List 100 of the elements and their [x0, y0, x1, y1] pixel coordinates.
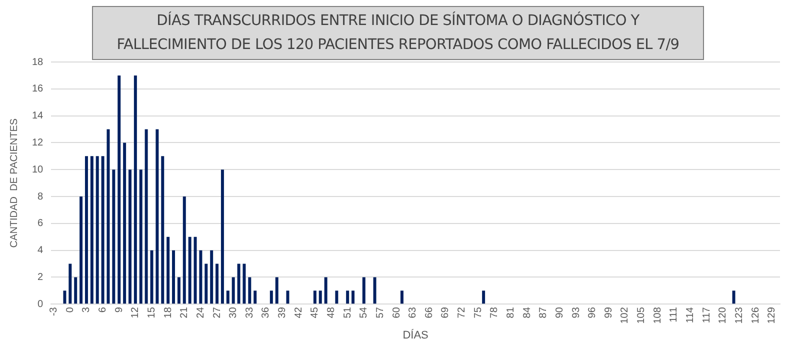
x-tick-label: 36	[260, 306, 272, 318]
bar	[144, 129, 148, 304]
bar	[318, 290, 322, 304]
bar	[134, 75, 137, 304]
y-tick-label: 6	[38, 218, 44, 230]
y-tick-label: 16	[32, 84, 44, 95]
bar	[286, 290, 290, 304]
bar	[106, 129, 110, 304]
x-tick-label: 105	[636, 306, 648, 324]
bar	[161, 156, 164, 304]
x-tick-label: 114	[685, 306, 696, 324]
x-tick-label: 0	[64, 306, 76, 313]
bar	[172, 250, 176, 304]
bar	[139, 170, 142, 304]
y-axis-title: CANTIDAD DE PACIENTES	[8, 118, 20, 248]
x-tick-label: 111	[668, 306, 680, 322]
x-tick-label: 78	[489, 306, 500, 318]
bar	[166, 236, 170, 304]
x-tick-label: 18	[162, 306, 174, 318]
x-axis-title: DÍAS	[402, 328, 428, 342]
bar	[210, 250, 214, 304]
bar	[242, 264, 246, 304]
bar	[220, 170, 224, 304]
y-tick-label: 8	[38, 191, 44, 202]
bar	[177, 277, 180, 304]
x-tick-label: 123	[734, 306, 745, 324]
x-tick-label: 30	[228, 306, 240, 318]
bar	[482, 290, 486, 304]
x-tick-label: 87	[538, 306, 550, 318]
bar	[101, 156, 104, 304]
x-tick-label: 6	[98, 306, 109, 313]
bar	[248, 277, 252, 304]
bar	[128, 170, 132, 304]
bar	[275, 277, 278, 304]
x-tick-label: 3	[81, 306, 92, 313]
bar	[270, 290, 273, 304]
bar	[226, 290, 230, 304]
x-tick-label: 24	[195, 306, 206, 318]
bar	[63, 290, 66, 304]
bar	[237, 264, 240, 304]
x-tick-label: 54	[358, 306, 370, 318]
bar	[123, 142, 126, 304]
bar	[156, 129, 159, 304]
bar	[96, 156, 99, 304]
x-tick-label: 93	[570, 306, 582, 318]
x-tick-label: 15	[146, 306, 158, 318]
x-tick-label: 21	[179, 306, 190, 318]
bar	[84, 156, 88, 304]
x-tick-label: 63	[408, 306, 419, 318]
y-tick-label: 12	[32, 137, 44, 148]
x-tick-label: 51	[342, 306, 354, 318]
x-tick-label: 45	[310, 306, 321, 318]
x-tick-label: 39	[277, 306, 288, 318]
x-tick-label: 33	[244, 306, 256, 318]
bar	[232, 277, 235, 304]
x-tick-label: 72	[456, 306, 468, 318]
bar	[362, 277, 366, 304]
y-tick-label: 14	[32, 110, 44, 122]
bar	[112, 170, 116, 304]
bar	[335, 290, 338, 304]
bar	[80, 196, 83, 304]
bar	[254, 290, 257, 304]
bar	[68, 264, 72, 304]
x-tick-label: 48	[326, 306, 337, 318]
x-tick-label: 69	[440, 306, 452, 318]
y-tick-label: 4	[38, 245, 44, 256]
x-tick-label: 90	[554, 306, 566, 318]
bar	[74, 277, 78, 304]
y-tick-label: 2	[38, 272, 44, 283]
x-tick-label: 9	[114, 306, 125, 313]
bar	[204, 264, 208, 304]
bar	[194, 236, 197, 304]
bar	[400, 290, 404, 304]
bar	[216, 264, 219, 304]
x-tick-label: -3	[48, 306, 60, 316]
x-tick-label: 81	[506, 306, 516, 318]
bar	[324, 277, 328, 304]
x-tick-label: 57	[374, 306, 386, 318]
bar	[182, 196, 186, 304]
y-tick-label: 10	[32, 164, 44, 176]
x-tick-label: 99	[603, 306, 614, 318]
x-tick-label: 27	[212, 306, 223, 318]
x-tick-label: 96	[587, 306, 598, 318]
x-tick-label: 129	[766, 306, 778, 324]
chart-title: DÍAS TRANSCURRIDOS ENTRE INICIO DE SÍNTOMA O DIAGNÓSTICO Y FALLECIMIENTO DE LOS 120 PACIENTES REPORTADOS COMO FALLECIDOS EL 7/9	[92, 6, 704, 60]
bar	[118, 75, 121, 304]
x-tick-label: 126	[750, 306, 762, 324]
x-tick-label: 12	[130, 306, 142, 318]
x-tick-label: 75	[472, 306, 484, 318]
x-tick-label: 42	[293, 306, 304, 318]
bar	[373, 277, 376, 304]
bar	[188, 236, 192, 304]
x-tick-label: 120	[718, 306, 729, 324]
y-tick-label: 18	[32, 56, 44, 68]
x-tick-label: 60	[391, 306, 402, 318]
bar	[199, 250, 202, 304]
x-tick-label: 84	[522, 306, 533, 318]
bar	[732, 290, 736, 304]
x-tick-label: 108	[652, 306, 664, 324]
x-tick-label: 66	[424, 306, 435, 318]
